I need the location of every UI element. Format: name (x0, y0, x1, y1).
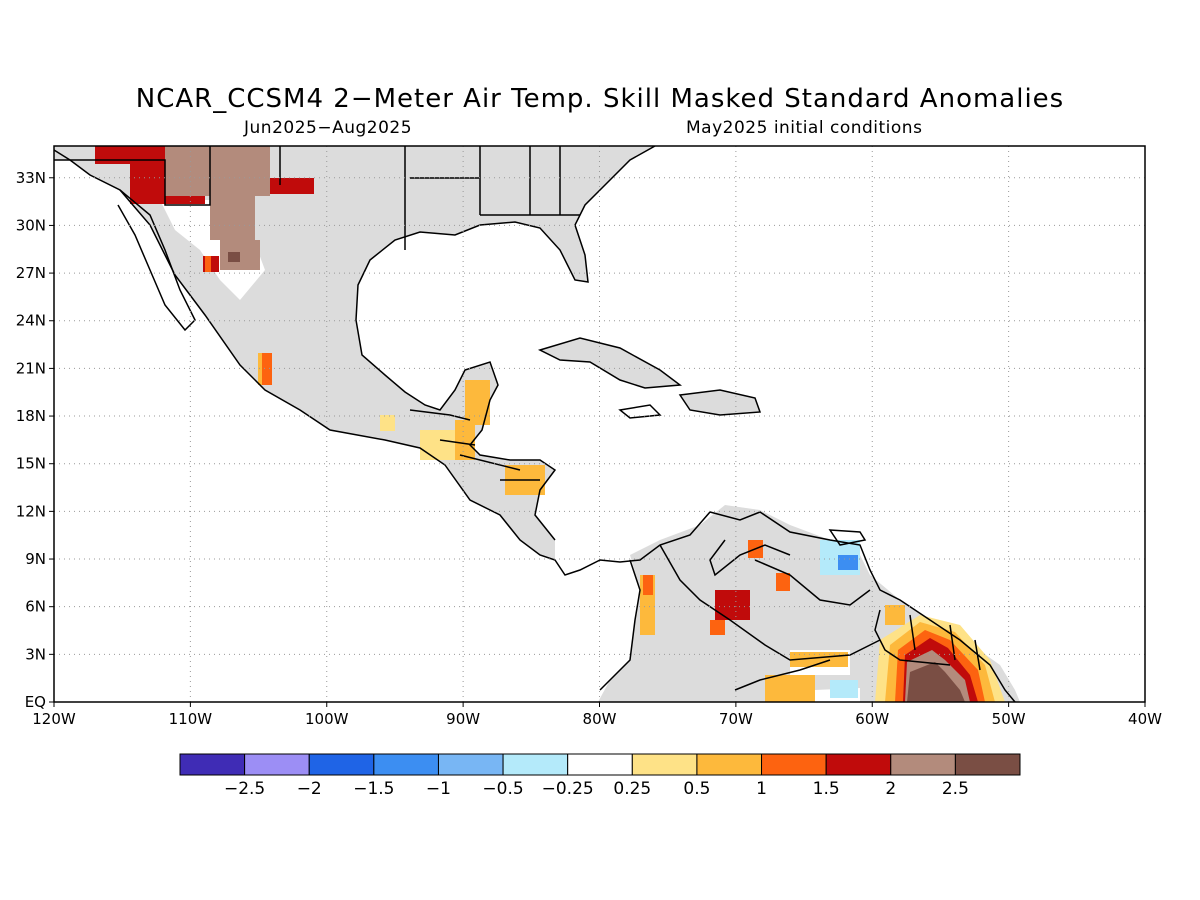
colorbar-swatch (954, 753, 1021, 776)
initial-conditions: May2025 initial conditions (686, 118, 923, 138)
lon-tick-label: 100W (305, 710, 349, 728)
map-title: NCAR_CCSM4 2−Meter Air Temp. Skill Maske… (135, 84, 1065, 114)
colorbar-label: −1 (426, 779, 451, 799)
colorbar-swatch (631, 753, 698, 776)
lat-tick-label: 18N (16, 407, 46, 425)
colorbar-label: 1.5 (813, 779, 840, 799)
colorbar-label: 2.5 (942, 779, 969, 799)
lon-tick-label: 60W (855, 710, 889, 728)
lat-tick-label: 6N (25, 598, 46, 616)
latitude-axis: 33N 30N 27N 24N 21N 18N 15N 12N 9N 6N 3N EQ (16, 169, 54, 711)
valid-period: Jun2025−Aug2025 (244, 118, 413, 138)
colorbar: −2.5 −2 −1.5 −1 −0.5 −0.25 0.25 0.5 1 1.5 2 2.5 (179, 753, 1021, 799)
lon-tick-label: 120W (32, 710, 76, 728)
colorbar-swatch (437, 753, 504, 776)
colorbar-label: 2 (885, 779, 896, 799)
colorbar-label: −2.5 (224, 779, 265, 799)
lat-tick-label: 15N (16, 455, 46, 473)
colorbar-swatch (825, 753, 892, 776)
colorbar-swatch (567, 753, 633, 776)
colorbar-swatch (761, 753, 827, 776)
lon-tick-label: 110W (169, 710, 213, 728)
colorbar-swatch (373, 753, 439, 776)
anomaly-cells (95, 146, 1005, 702)
coastlines (54, 146, 1016, 702)
lat-tick-label: EQ (25, 693, 46, 711)
lon-tick-label: 90W (446, 710, 480, 728)
colorbar-label: −2 (297, 779, 322, 799)
gridlines (54, 146, 1145, 702)
colorbar-swatch (890, 753, 956, 776)
lat-tick-label: 9N (25, 550, 46, 568)
colorbar-label: 1 (756, 779, 767, 799)
lat-tick-label: 21N (16, 359, 46, 377)
colorbar-swatch (179, 753, 246, 776)
lon-tick-label: 70W (719, 710, 753, 728)
lat-tick-label: 27N (16, 264, 46, 282)
lon-tick-label: 40W (1128, 710, 1162, 728)
colorbar-label: 0.5 (683, 779, 710, 799)
colorbar-swatch (502, 753, 569, 776)
lat-tick-label: 24N (16, 312, 46, 330)
lon-tick-label: 80W (583, 710, 617, 728)
colorbar-swatch (244, 753, 310, 776)
colorbar-swatch (308, 753, 375, 776)
lon-tick-label: 50W (992, 710, 1026, 728)
colorbar-swatch (696, 753, 763, 776)
longitude-axis: 120W 110W 100W 90W 80W 70W 60W 50W 40W (32, 702, 1162, 728)
colorbar-label: 0.25 (613, 779, 651, 799)
lat-tick-label: 12N (16, 502, 46, 520)
lat-tick-label: 3N (25, 645, 46, 663)
colorbar-label: −0.5 (482, 779, 523, 799)
colorbar-label: −0.25 (542, 779, 594, 799)
colorbar-label: −1.5 (353, 779, 394, 799)
lat-tick-label: 33N (16, 169, 46, 187)
lat-tick-label: 30N (16, 216, 46, 234)
